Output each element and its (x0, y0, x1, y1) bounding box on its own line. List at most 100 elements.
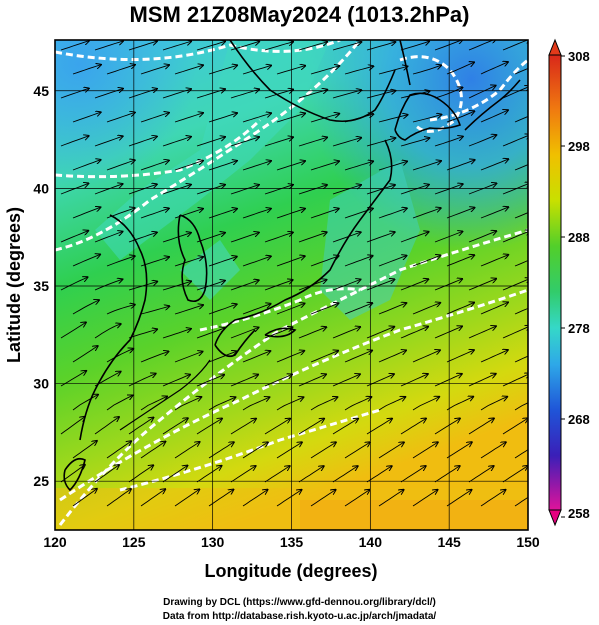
streamline (242, 397, 269, 411)
streamline (502, 326, 528, 339)
lon-tick-145: 145 (437, 534, 461, 550)
streamline (140, 65, 169, 75)
streamline (242, 66, 271, 75)
colorbar-label-258: 258 (568, 506, 590, 521)
streamline (412, 255, 440, 267)
streamline (366, 466, 392, 483)
streamline (174, 65, 203, 75)
streamline (468, 135, 496, 147)
streamline (72, 207, 100, 219)
streamline (480, 397, 507, 411)
streamline (412, 115, 441, 123)
streamline (434, 374, 462, 387)
streamline (106, 349, 133, 363)
streamline (412, 208, 441, 219)
streamline (412, 397, 439, 411)
colorbar-label-298: 298 (568, 139, 590, 154)
streamline (196, 419, 222, 435)
streamline (446, 208, 475, 219)
streamline (298, 42, 327, 51)
streamline (242, 161, 271, 171)
streamline (332, 90, 361, 99)
streamline (412, 65, 441, 75)
streamline (276, 113, 305, 123)
streamline (332, 42, 361, 51)
streamline (106, 395, 133, 411)
streamline (208, 161, 237, 171)
streamline (514, 115, 528, 123)
streamline (264, 375, 292, 387)
streamline (196, 233, 225, 243)
streamline (128, 465, 153, 483)
streamline (366, 279, 394, 291)
streamline (60, 88, 89, 99)
streamline (514, 164, 528, 171)
streamline (412, 490, 438, 507)
streamline (446, 350, 474, 363)
streamline (106, 160, 135, 171)
streamline (344, 442, 370, 459)
streamline (310, 490, 336, 507)
streamline (196, 466, 222, 483)
streamline (434, 326, 462, 339)
streamline (366, 42, 395, 51)
streamline (208, 397, 235, 411)
streamline (502, 418, 528, 435)
streamline (502, 135, 528, 147)
streamline (446, 111, 474, 123)
streamline (366, 91, 396, 99)
streamline (230, 419, 256, 435)
streamline (94, 465, 119, 483)
streamline (514, 67, 528, 75)
streamline (366, 185, 395, 195)
streamline (446, 255, 474, 267)
streamline (276, 209, 305, 219)
streamline (230, 375, 258, 387)
x-axis-label: Longitude (degrees) (204, 561, 377, 581)
streamline (378, 303, 406, 315)
credit-data-source: Data from http://database.rish.kyoto-u.a… (162, 611, 437, 622)
streamline (94, 184, 123, 195)
streamline (400, 232, 429, 243)
streamline (344, 256, 373, 267)
lat-tick-45: 45 (33, 83, 49, 99)
streamline (446, 160, 475, 171)
streamline (344, 66, 373, 75)
streamline (378, 208, 407, 219)
streamline (310, 397, 337, 411)
streamline (276, 351, 304, 363)
streamline (332, 374, 360, 387)
streamline (468, 86, 496, 99)
streamline (264, 280, 293, 291)
streamline (400, 419, 426, 435)
streamline (196, 375, 224, 387)
lon-tick-135: 135 (280, 534, 304, 550)
streamline (60, 231, 88, 243)
streamline (276, 256, 305, 267)
streamline (378, 66, 407, 75)
streamline (378, 397, 405, 411)
streamline (208, 113, 237, 123)
streamline (72, 300, 99, 315)
lon-tick-130: 130 (201, 534, 225, 550)
streamline (72, 65, 101, 75)
colorbar-label-288: 288 (568, 230, 590, 245)
streamline (140, 352, 168, 363)
streamline (106, 305, 135, 315)
streamline (310, 161, 339, 171)
streamline (72, 160, 101, 171)
streamline (60, 136, 89, 147)
streamline (468, 231, 496, 243)
streamline (174, 113, 203, 123)
streamline (446, 397, 473, 411)
streamline (242, 351, 270, 363)
lat-tick-labels: 25 30 35 40 45 (33, 83, 49, 489)
streamline (446, 303, 474, 315)
streamline (298, 327, 326, 339)
streamline (480, 159, 508, 171)
lat-tick-30: 30 (33, 376, 49, 392)
streamline (264, 232, 293, 243)
plot-frame (54, 39, 529, 531)
streamline (298, 374, 326, 387)
streamline (378, 350, 406, 363)
